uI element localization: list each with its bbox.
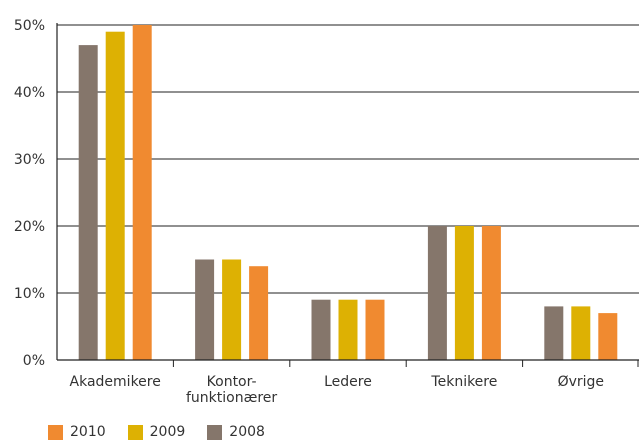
y-tick-label: 0% — [23, 353, 45, 369]
bar — [249, 266, 269, 360]
gridlines — [57, 24, 639, 294]
legend-label-2009: 2009 — [149, 424, 186, 440]
legend-item-2009: 2009 — [127, 424, 186, 440]
bar — [195, 259, 215, 360]
legend-swatch-2009 — [127, 425, 143, 440]
bar — [427, 226, 447, 360]
y-tick-label: 20% — [14, 219, 45, 235]
x-tick-labels: Akademikere Kontor-funktionærer Ledere Tekn… — [70, 374, 604, 406]
legend-item-2008: 2008 — [207, 425, 265, 440]
legend: 2010 2009 2008 — [48, 425, 287, 440]
bar — [222, 259, 242, 360]
axes — [56, 23, 639, 367]
y-tick-labels: 0% 10% 20% 30% 40% 50% — [14, 18, 45, 369]
bar-chart: 0% 10% 20% 30% 40% 50% Akademikere Kontor-funk… — [14, 18, 639, 406]
x-tick-label: Ledere — [324, 374, 372, 390]
bar — [571, 306, 591, 360]
y-tick-label: 40% — [14, 85, 45, 101]
bar — [481, 226, 501, 360]
bar — [132, 25, 152, 360]
bar — [105, 31, 125, 360]
y-tick-label: 10% — [14, 286, 45, 302]
legend-swatch-2010 — [48, 425, 63, 440]
bar — [78, 45, 98, 360]
bar — [454, 226, 474, 360]
x-tick-label: Akademikere — [70, 374, 161, 390]
bar — [311, 299, 331, 360]
x-tick-label: Øvrige — [558, 374, 604, 390]
y-tick-label: 50% — [14, 18, 45, 34]
legend-swatch-2008 — [207, 425, 223, 440]
bar — [338, 299, 358, 360]
bar — [544, 306, 564, 360]
bar — [598, 313, 618, 360]
bar — [365, 299, 385, 360]
y-tick-label: 30% — [14, 152, 45, 168]
legend-item-2010: 2010 — [48, 425, 106, 440]
bars — [78, 25, 618, 360]
x-tick-label: Teknikere — [430, 374, 497, 390]
legend-label-2010: 2010 — [70, 424, 106, 440]
legend-label-2008: 2008 — [229, 424, 265, 440]
x-tick-label: Kontor-funktionærer — [186, 374, 277, 406]
